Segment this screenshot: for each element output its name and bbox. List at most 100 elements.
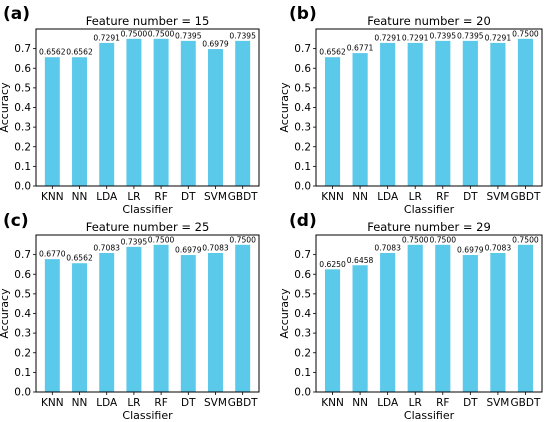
- y-tick-label: 0.0: [14, 387, 31, 399]
- x-axis-label: Classifier: [404, 203, 455, 216]
- bar-lda: [99, 42, 115, 186]
- y-tick-label: 0.0: [294, 387, 311, 399]
- bar-dt: [462, 255, 478, 392]
- x-tick-label: LDA: [377, 397, 399, 409]
- y-tick-label: 0.3: [294, 122, 311, 134]
- bar-knn: [324, 269, 341, 392]
- data-label: 0.7083: [374, 244, 401, 253]
- data-label: 0.6562: [39, 48, 66, 57]
- y-tick-label: 0.7: [14, 249, 31, 261]
- x-tick-label: LDA: [377, 191, 399, 203]
- y-tick-label: 0.5: [14, 288, 31, 300]
- data-label: 0.6771: [347, 44, 374, 53]
- bar-lda: [380, 42, 396, 186]
- y-tick-label: 0.2: [14, 141, 31, 153]
- data-label: 0.7500: [121, 29, 148, 38]
- data-label: 0.6979: [457, 246, 484, 255]
- panel-letter: (a): [3, 4, 30, 24]
- x-tick-label: GBDT: [511, 397, 541, 409]
- x-tick-label: NN: [72, 191, 88, 203]
- data-label: 0.7500: [148, 29, 175, 38]
- bar-rf: [435, 244, 451, 392]
- y-tick-label: 0.4: [294, 102, 311, 114]
- data-label: 0.6562: [319, 48, 346, 57]
- x-tick-label: LR: [127, 191, 140, 203]
- data-label: 0.7500: [148, 235, 175, 244]
- x-tick-label: NN: [352, 397, 368, 409]
- y-tick-label: 0.1: [294, 367, 311, 379]
- x-tick-label: DT: [181, 397, 196, 409]
- y-tick-label: 0.1: [14, 161, 31, 173]
- data-label: 0.7500: [402, 235, 429, 244]
- bar-nn: [352, 53, 368, 187]
- y-tick-label: 0.0: [14, 181, 31, 193]
- data-label: 0.7291: [485, 33, 512, 42]
- y-tick-label: 0.4: [14, 102, 31, 114]
- y-tick-label: 0.4: [294, 308, 311, 320]
- plot-frame: [315, 234, 543, 393]
- y-tick-label: 0.3: [14, 122, 31, 134]
- x-tick-label: GBDT: [228, 191, 258, 203]
- y-axis-label: Accuracy: [0, 82, 11, 133]
- panel-letter: (b): [289, 4, 317, 24]
- x-tick-label: RF: [436, 397, 449, 409]
- data-label: 0.6979: [202, 40, 229, 49]
- chart-panel-2: (b) Feature number = 20 0.6562 KNN 0.6771 NN 0…: [278, 4, 543, 216]
- x-axis-label: Classifier: [122, 203, 173, 216]
- x-tick-label: SVM: [204, 397, 227, 409]
- bar-rf: [153, 244, 169, 392]
- y-tick-label: 0.7: [14, 43, 31, 55]
- y-tick-label: 0.5: [294, 288, 311, 300]
- bar-nn: [352, 265, 368, 392]
- y-axis-label: Accuracy: [278, 288, 291, 339]
- y-tick-label: 0.6: [294, 63, 311, 75]
- plot-frame: [35, 28, 260, 187]
- y-tick-label: 0.1: [294, 161, 311, 173]
- data-label: 0.7395: [175, 31, 202, 40]
- bar-gbdt: [235, 244, 251, 392]
- y-axis-label: Accuracy: [0, 288, 11, 339]
- x-tick-label: KNN: [41, 397, 64, 409]
- bar-nn: [72, 57, 87, 186]
- x-tick-label: LR: [409, 191, 422, 203]
- data-label: 0.7083: [202, 244, 229, 253]
- y-tick-label: 0.6: [14, 63, 31, 75]
- data-label: 0.7395: [429, 31, 456, 40]
- y-tick-label: 0.7: [294, 249, 311, 261]
- x-tick-label: RF: [436, 191, 449, 203]
- data-label: 0.7395: [121, 237, 148, 246]
- y-tick-label: 0.3: [14, 328, 31, 340]
- x-axis-label: Classifier: [404, 409, 455, 422]
- y-tick-label: 0.5: [14, 82, 31, 94]
- bar-lda: [99, 253, 115, 392]
- data-label: 0.7083: [93, 244, 120, 253]
- y-tick-label: 0.3: [294, 328, 311, 340]
- data-label: 0.6562: [66, 48, 93, 57]
- x-tick-label: GBDT: [511, 191, 541, 203]
- data-label: 0.6458: [347, 256, 374, 265]
- x-tick-label: SVM: [204, 191, 227, 203]
- data-label: 0.6250: [319, 260, 346, 269]
- bar-svm: [208, 253, 223, 392]
- data-label: 0.7500: [512, 235, 539, 244]
- bar-knn: [44, 259, 60, 392]
- x-tick-label: LR: [409, 397, 422, 409]
- bar-lda: [380, 253, 396, 392]
- y-tick-label: 0.7: [294, 43, 311, 55]
- y-tick-label: 0.6: [294, 269, 311, 281]
- y-tick-label: 0.0: [294, 181, 311, 193]
- chart-title: Feature number = 15: [86, 14, 210, 28]
- x-tick-label: KNN: [41, 191, 64, 203]
- bar-svm: [490, 42, 506, 186]
- x-tick-label: RF: [154, 191, 167, 203]
- y-tick-label: 0.5: [294, 82, 311, 94]
- chart-title: Feature number = 29: [367, 220, 491, 234]
- bar-svm: [490, 253, 506, 392]
- chart-title: Feature number = 25: [86, 220, 210, 234]
- y-tick-label: 0.6: [14, 269, 31, 281]
- data-label: 0.7083: [485, 244, 512, 253]
- bar-knn: [44, 57, 60, 186]
- data-label: 0.7500: [512, 29, 539, 38]
- bar-lr: [126, 246, 142, 392]
